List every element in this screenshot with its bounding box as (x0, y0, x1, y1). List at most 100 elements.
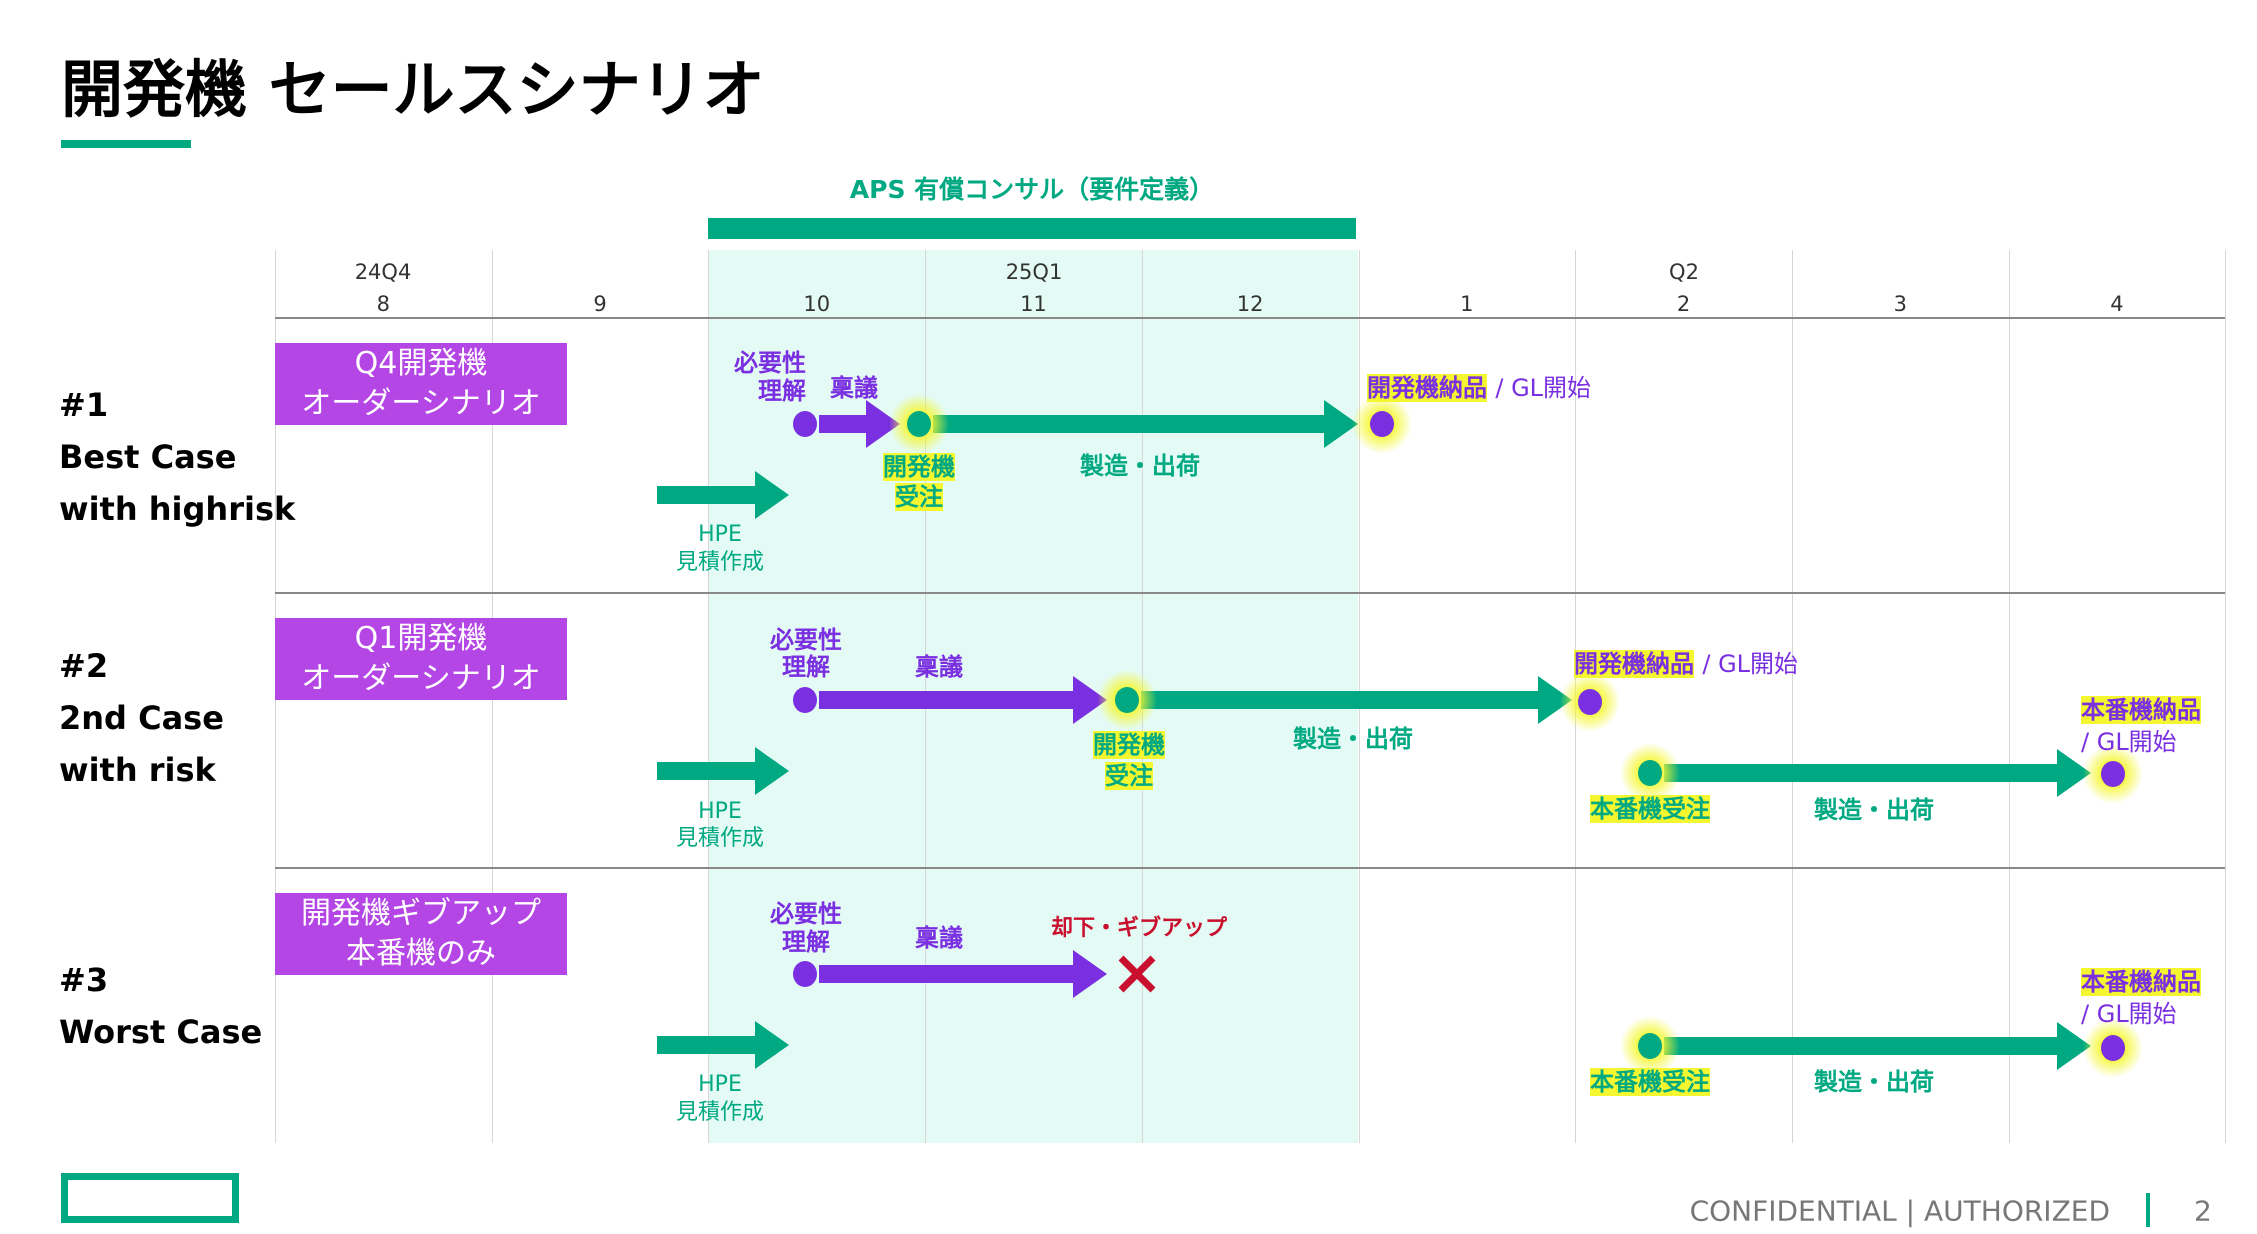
hpe-logo (61, 1173, 239, 1223)
title-underline (61, 140, 191, 148)
dev-order-milestone-dot (1115, 687, 1139, 713)
prod-delivery-label: 本番機納品 (2081, 696, 2201, 724)
scenario-box-line: Q1開発機 (354, 621, 488, 656)
prod-delivery-milestone-dot (2101, 761, 2125, 787)
scenario-box-line: オーダーシナリオ (301, 386, 541, 421)
need-label: 理解 (782, 928, 830, 956)
scenario-subtitle: with highrisk (59, 490, 296, 528)
consulting-label: APS 有償コンサル（要件定義） (849, 175, 1215, 204)
scenario-box-line: 本番機のみ (346, 936, 496, 971)
hpe-label: HPE (698, 799, 742, 824)
month-label: 10 (803, 292, 831, 316)
start-milestone-dot (793, 687, 817, 713)
month-label: 1 (1460, 292, 1474, 316)
prod-manufacturing-arrow (1664, 749, 2091, 797)
hpe-estimate-arrow (657, 747, 789, 795)
month-label: 2 (1676, 292, 1691, 316)
scenario-subtitle: with risk (59, 751, 216, 789)
page-title: 開発機 セールスシナリオ (61, 53, 765, 126)
scenario-number: #1 (59, 386, 109, 424)
gl-start-text: / GL開始 (1495, 374, 1592, 402)
scenario-name: 2nd Case (59, 699, 224, 737)
prod-delivery-label: 本番機納品 (2081, 968, 2201, 996)
scenario-box: Q1開発機 オーダーシナリオ (275, 618, 567, 700)
scenario-name: Worst Case (59, 1013, 263, 1051)
month-label: 3 (1893, 292, 1907, 316)
dev-delivery-label: 開発機納品 / GL開始 (1367, 374, 1591, 402)
need-label: 必要性 (770, 900, 842, 928)
approval-label: 稟議 (915, 924, 963, 952)
hpe-estimate-arrow (657, 1021, 789, 1069)
scenario-box: 開発機ギブアップ 本番機のみ (275, 893, 567, 975)
quarter-label: 24Q4 (354, 260, 412, 284)
scenario-number: #3 (59, 961, 109, 999)
need-label: 理解 (758, 377, 806, 405)
hpe-label: HPE (698, 1072, 742, 1097)
dev-order-label: 開発機 (1093, 731, 1165, 759)
gl-start-label: / GL開始 (2081, 728, 2177, 756)
manufacturing-label: 製造・出荷 (1814, 1068, 1934, 1096)
dev-delivery-milestone-dot (1578, 689, 1602, 715)
row-divider (275, 592, 2225, 594)
approval-arrow (819, 950, 1107, 998)
estimate-label: 見積作成 (675, 550, 765, 575)
scenario-box-line: オーダーシナリオ (301, 661, 541, 696)
dev-order-label: 受注 (895, 483, 943, 511)
start-milestone-dot (793, 961, 817, 987)
month-gridline (2008, 250, 2010, 1143)
month-label: 9 (593, 292, 607, 316)
quarter-label: 25Q1 (1005, 260, 1063, 284)
estimate-label: 見積作成 (675, 1100, 765, 1125)
row-divider (275, 867, 2225, 869)
month-gridline (1791, 250, 1793, 1143)
header-divider (275, 317, 2225, 319)
gl-start-text: / GL開始 (1702, 650, 1799, 678)
manufacturing-arrow (933, 400, 1358, 448)
hpe-estimate-arrow (657, 471, 789, 519)
need-label: 理解 (782, 653, 830, 681)
manufacturing-label: 製造・出荷 (1080, 452, 1200, 480)
hpe-label: HPE (698, 522, 742, 547)
month-gridline (2225, 250, 2227, 1143)
scenario-box: Q4開発機 オーダーシナリオ (275, 343, 567, 425)
manufacturing-arrow (1141, 676, 1572, 724)
month-label: 11 (1020, 292, 1047, 316)
dev-order-label: 受注 (1105, 762, 1153, 790)
scenario-name: Best Case (59, 438, 237, 476)
dev-order-label: 開発機 (883, 453, 955, 481)
month-label: 4 (2110, 292, 2124, 316)
scenario-number: #2 (59, 647, 109, 685)
gl-start-label: / GL開始 (2081, 1000, 2177, 1028)
prod-delivery-milestone-dot (2101, 1035, 2125, 1061)
approval-arrow (819, 400, 900, 448)
need-label: 必要性 (770, 626, 842, 654)
prod-order-label: 本番機受注 (1590, 795, 1710, 823)
dev-delivery-text: 開発機納品 (1367, 374, 1487, 402)
consulting-bar (708, 218, 1356, 239)
quarter-label: Q2 (1669, 260, 1699, 284)
dev-delivery-milestone-dot (1370, 411, 1394, 437)
approval-label: 稟議 (830, 374, 878, 402)
x-mark-icon (1118, 955, 1156, 993)
prod-manufacturing-arrow (1664, 1022, 2091, 1070)
manufacturing-label: 製造・出荷 (1293, 725, 1413, 753)
confidentiality-label: CONFIDENTIAL | AUTHORIZED (1689, 1194, 2110, 1228)
approval-label: 稟議 (915, 653, 963, 681)
prod-order-label: 本番機受注 (1590, 1068, 1710, 1096)
month-gridline (708, 250, 710, 1143)
scenario-box-line: 開発機ギブアップ (301, 896, 541, 931)
dev-order-milestone-dot (907, 411, 931, 437)
scenario-box-line: Q4開発機 (354, 346, 488, 381)
manufacturing-label: 製造・出荷 (1814, 796, 1934, 824)
approval-arrow (819, 676, 1107, 724)
prod-order-milestone-dot (1638, 1033, 1662, 1059)
need-label: 必要性 (734, 349, 806, 377)
month-label: 12 (1236, 292, 1264, 316)
page-number: 2 (2194, 1194, 2212, 1228)
start-milestone-dot (793, 411, 817, 437)
month-label: 8 (376, 292, 391, 316)
prod-order-milestone-dot (1638, 760, 1662, 786)
dev-delivery-label: 開発機納品 / GL開始 (1574, 650, 1798, 678)
